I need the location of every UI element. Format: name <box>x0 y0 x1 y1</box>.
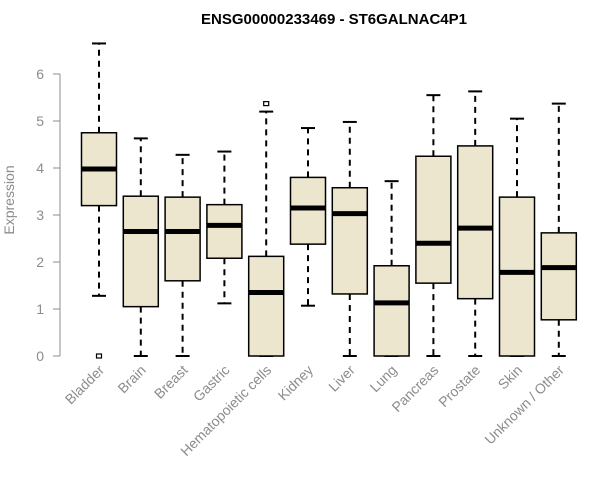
outlier-point <box>95 353 103 359</box>
x-tick-label: Skin <box>495 362 526 393</box>
x-tick-label: Breast <box>151 362 191 402</box>
box <box>164 196 201 282</box>
chart-title: ENSG00000233469 - ST6GALNAC4P1 <box>201 11 467 28</box>
box-group <box>373 180 410 357</box>
box <box>247 255 285 357</box>
y-tick-label: 5 <box>36 113 44 129</box>
y-tick-label: 2 <box>36 254 44 270</box>
y-axis-label: Expression <box>1 165 17 234</box>
x-tick-label: Brain <box>114 362 148 396</box>
box <box>206 203 243 259</box>
outlier-point <box>263 101 270 107</box>
box-group <box>122 137 160 357</box>
box <box>373 265 410 357</box>
x-tick-label: Unknown / Other <box>481 362 567 448</box>
box-group <box>164 153 201 357</box>
box <box>289 176 327 245</box>
box-group <box>498 117 536 357</box>
boxes <box>80 42 578 359</box>
x-tick-label: Prostate <box>435 362 483 410</box>
y-axis: 0 1 2 3 4 5 6 <box>36 66 61 364</box>
box <box>415 155 452 284</box>
box-group <box>289 127 327 307</box>
box-group <box>247 101 285 357</box>
x-tick-label: Lung <box>366 362 399 395</box>
box <box>122 195 160 308</box>
box-group <box>206 150 243 305</box>
y-tick-label: 0 <box>36 348 44 364</box>
x-tick-label: Liver <box>325 362 358 395</box>
box-group <box>80 42 118 359</box>
x-tick-label: Kidney <box>275 362 317 404</box>
box-group <box>331 120 369 357</box>
box <box>456 145 494 300</box>
box-group <box>540 102 578 357</box>
y-tick-label: 1 <box>36 301 44 317</box>
x-tick-label: Bladder <box>62 362 108 408</box>
y-tick-label: 6 <box>36 66 44 82</box>
box <box>540 232 578 321</box>
box <box>331 186 369 295</box>
box-group <box>456 90 494 357</box>
y-tick-label: 4 <box>36 160 44 176</box>
box <box>498 196 536 357</box>
box-group <box>415 94 452 357</box>
y-tick-label: 3 <box>36 207 44 223</box>
